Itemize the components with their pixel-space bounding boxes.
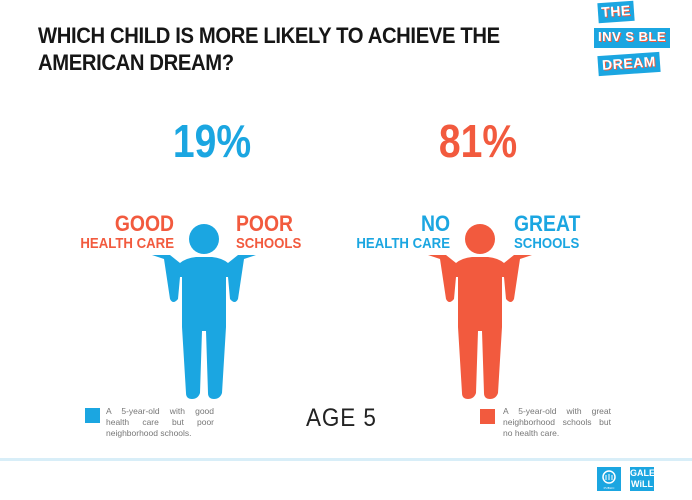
right-percent: 81%	[438, 115, 518, 167]
child-figure-orange	[428, 224, 532, 399]
child-figure-blue	[152, 224, 256, 399]
label-no: NO	[420, 211, 450, 236]
page-title: WHICH CHILD IS MORE LIKELY TO ACHIEVE TH…	[38, 22, 516, 76]
public-agenda-logo: PUBLIC AGENDA	[597, 467, 621, 494]
footer-divider	[0, 458, 692, 461]
label-health-care: HEALTH CARE	[356, 235, 450, 252]
public-agenda-icon	[602, 470, 616, 484]
right-child-label-health: NO HEALTH CARE	[344, 213, 450, 253]
label-schools: SCHOOLS	[514, 235, 580, 252]
right-child-label-schools: GREAT SCHOOLS	[514, 213, 593, 253]
logo-banner-3: DREAM	[597, 51, 661, 77]
will-text: WiLL	[631, 479, 653, 489]
legend-text-left: A 5-year-old with good health care but p…	[106, 406, 214, 438]
age-label: AGE 5	[306, 404, 377, 432]
legend-swatch-orange	[480, 409, 495, 424]
legend-text-right: A 5-year-old with great neighborhood sch…	[503, 406, 611, 438]
title-line-2: AMERICAN DREAM?	[38, 50, 234, 75]
title-line-1: WHICH CHILD IS MORE LIKELY TO ACHIEVE TH…	[38, 23, 500, 48]
left-percent: 19%	[172, 115, 252, 167]
logo-banner-1: THE	[597, 0, 635, 24]
label-schools: SCHOOLS	[236, 235, 302, 252]
left-child-label-schools: POOR SCHOOLS	[236, 213, 306, 253]
logo-banner-2: INV S BLE	[594, 28, 670, 48]
legend-swatch-blue	[85, 408, 100, 423]
left-child-label-health: GOOD HEALTH CARE	[65, 213, 174, 253]
gale-will-logo: GALE WiLL	[630, 467, 656, 491]
invisible-dream-logo: THE INV S BLE DREAM	[594, 0, 692, 78]
label-poor: POOR	[236, 211, 294, 236]
public-agenda-text: PUBLIC AGENDA	[602, 486, 616, 494]
label-great: GREAT	[514, 211, 581, 236]
gale-text: GALE	[630, 468, 656, 478]
label-health-care: HEALTH CARE	[80, 235, 174, 252]
label-good: GOOD	[114, 211, 174, 236]
